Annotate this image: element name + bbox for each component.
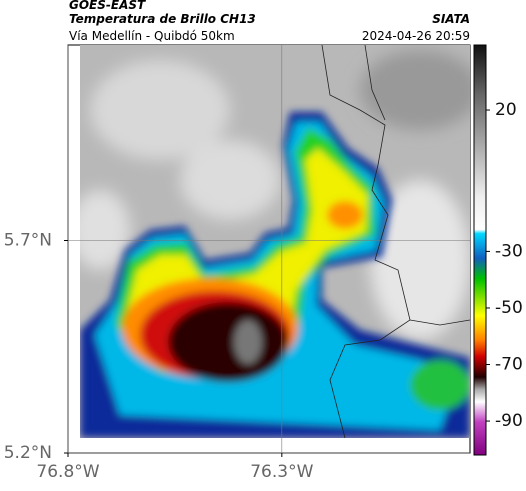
colorbar-tick-label: -70 [495,355,523,375]
colorbar [473,44,487,456]
x-tick-label: 76.8°W [36,462,99,482]
source: GOES-EAST [69,0,146,12]
agency: SIATA [432,12,470,26]
location: Vía Medellín - Quibdó 50km [69,29,235,43]
timestamp: 2024-04-26 20:59 [362,29,470,43]
y-tick-label: 5.2°N [4,443,52,463]
colorbar-tick-label: -90 [495,411,523,431]
colorbar-tick-label: -30 [495,241,523,261]
satellite-image [80,45,470,438]
product-title: Temperatura de Brillo CH13 [69,12,256,26]
x-tick-label: 76.3°W [250,462,313,482]
colorbar-tick-label: 20 [495,100,517,120]
graticule [67,45,470,454]
y-tick-label: 5.7°N [4,231,52,251]
colorbar-tick-label: -50 [495,298,523,318]
colorbar-ticks: 20 -30 -50 -70 -90 [486,100,523,431]
axes: 76.8°W 76.3°W 5.2°N 5.7°N [4,231,314,483]
